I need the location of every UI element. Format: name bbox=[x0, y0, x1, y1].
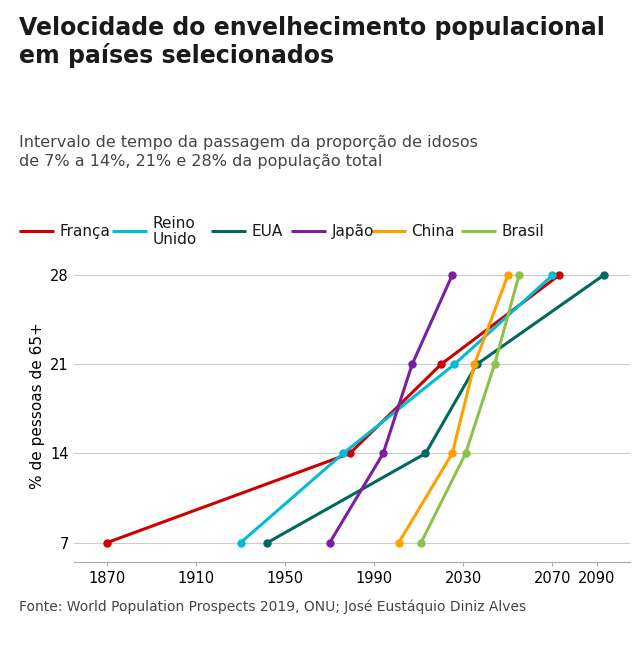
Text: BBC: BBC bbox=[556, 618, 605, 636]
Text: Intervalo de tempo da passagem da proporção de idosos
de 7% a 14%, 21% e 28% da : Intervalo de tempo da passagem da propor… bbox=[19, 135, 478, 170]
Text: Brasil: Brasil bbox=[501, 224, 544, 238]
Text: Reino
Unido: Reino Unido bbox=[152, 215, 196, 247]
Text: França: França bbox=[60, 224, 110, 238]
Text: Fonte: World Population Prospects 2019, ONU; José Eustáquio Diniz Alves: Fonte: World Population Prospects 2019, … bbox=[19, 599, 526, 614]
Text: China: China bbox=[412, 224, 455, 238]
Y-axis label: % de pessoas de 65+: % de pessoas de 65+ bbox=[29, 323, 45, 489]
Text: Japão: Japão bbox=[332, 224, 374, 238]
Text: Velocidade do envelhecimento populacional
em países selecionados: Velocidade do envelhecimento populaciona… bbox=[19, 16, 605, 68]
Text: EUA: EUA bbox=[252, 224, 283, 238]
